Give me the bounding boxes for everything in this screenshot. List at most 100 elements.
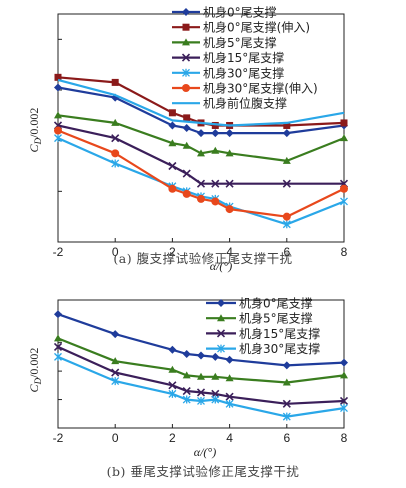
legend-marker — [182, 68, 190, 77]
legend-label: 机身30°尾支撑 — [203, 65, 284, 80]
data-point — [225, 179, 234, 188]
legend-label: 机身0°尾支撑(伸入) — [203, 20, 310, 35]
x-tick-label: -2 — [53, 245, 64, 259]
data-point — [168, 365, 177, 373]
plot-frame — [57, 13, 345, 243]
data-point — [225, 392, 234, 401]
data-point — [340, 404, 348, 413]
data-point — [111, 118, 120, 126]
data-point — [54, 83, 62, 92]
data-point — [283, 121, 291, 129]
data-point — [225, 374, 234, 382]
data-point — [340, 119, 348, 127]
data-point — [225, 205, 234, 214]
data-point — [168, 161, 177, 171]
data-point — [111, 357, 120, 365]
data-point — [225, 149, 234, 157]
data-point — [340, 371, 348, 379]
y-axis-label: CD/0.002 — [27, 108, 43, 153]
series-2 — [54, 334, 348, 386]
legend-label: 机身5°尾支撑 — [203, 35, 277, 50]
data-point — [197, 396, 205, 405]
data-point — [182, 350, 191, 359]
figure-caption: (a) 腹支撑试验修正尾支撑干扰 — [113, 251, 292, 266]
data-point — [182, 124, 191, 132]
series-3 — [54, 111, 348, 164]
data-point — [340, 134, 348, 142]
data-point — [111, 78, 119, 86]
data-point — [211, 395, 220, 404]
legend: 机身0°尾支撑机身0°尾支撑(伸入)机身5°尾支撑机身15°尾支撑机身30°尾支… — [172, 5, 318, 111]
chart-1: -2 0 2 4 6 8α/(°)CD/0.002机身0°尾支撑机身0°尾支撑(伸入)机身… — [27, 5, 349, 273]
x-tick-label: 8 — [341, 431, 348, 445]
series-6 — [54, 126, 348, 221]
legend-label: 机身30°尾支撑(伸入) — [203, 81, 318, 96]
x-tick-label: 6 — [283, 431, 290, 445]
data-point — [182, 141, 191, 149]
x-tick-label: -2 — [53, 431, 64, 445]
x-tick-label: 2 — [169, 431, 176, 445]
figure-caption: (b) 垂尾支撑试验修正尾支撑干扰 — [107, 464, 300, 479]
x-tick-label: 4 — [226, 431, 233, 445]
legend-label: 机身15°尾支撑 — [203, 50, 284, 65]
data-point — [168, 345, 177, 354]
data-point — [111, 330, 120, 339]
data-point — [211, 179, 220, 188]
legend-marker — [182, 38, 190, 46]
data-point — [54, 352, 62, 361]
x-tick-label: 4 — [226, 245, 233, 259]
data-point — [225, 355, 234, 364]
data-point — [197, 351, 205, 360]
data-point — [282, 179, 291, 188]
series-4 — [54, 352, 348, 421]
data-point — [111, 377, 120, 386]
data-point — [111, 149, 120, 158]
y-axis-label: CD/0.002 — [27, 348, 43, 393]
x-axis-label: α/(°) — [210, 259, 232, 273]
legend-marker — [217, 299, 225, 307]
data-point — [340, 197, 348, 206]
series-3 — [53, 342, 349, 408]
series-line — [57, 78, 345, 127]
data-point — [54, 73, 62, 81]
data-point — [196, 179, 206, 188]
series-1 — [54, 310, 348, 370]
legend-label: 机身前位腹支撑 — [203, 96, 287, 111]
data-point — [282, 129, 291, 138]
data-point — [182, 189, 191, 198]
legend-label: 机身15°尾支撑 — [239, 326, 320, 341]
legend-label: 机身0°尾支撑 — [203, 5, 277, 20]
data-point — [182, 371, 191, 379]
x-tick-label: 8 — [341, 245, 348, 259]
data-point — [282, 361, 291, 370]
data-point — [111, 368, 120, 377]
data-point — [211, 389, 220, 398]
data-point — [168, 381, 177, 390]
legend-marker — [182, 8, 190, 16]
data-point — [340, 184, 348, 193]
x-tick-label: 6 — [283, 245, 290, 259]
data-point — [340, 358, 348, 367]
series-line — [57, 129, 345, 218]
data-point — [211, 121, 219, 129]
x-tick-label: 0 — [112, 245, 119, 259]
legend-label: 机身30°尾支撑 — [239, 341, 320, 356]
x-axis-label: α/(°) — [194, 445, 216, 459]
data-point — [211, 129, 220, 138]
data-point — [54, 126, 62, 135]
data-point — [282, 220, 291, 229]
legend-label: 机身5°尾支撑 — [239, 311, 313, 326]
data-point — [282, 399, 291, 408]
data-point — [183, 114, 191, 122]
data-point — [168, 389, 177, 398]
data-point — [111, 134, 120, 143]
legend-marker — [182, 23, 190, 31]
data-point — [53, 342, 63, 351]
data-point — [196, 388, 206, 397]
legend-marker — [217, 314, 225, 322]
data-point — [282, 378, 291, 386]
legend-label: 机身0°尾支撑 — [239, 296, 313, 311]
series-7 — [57, 78, 345, 127]
series-1 — [54, 83, 348, 138]
